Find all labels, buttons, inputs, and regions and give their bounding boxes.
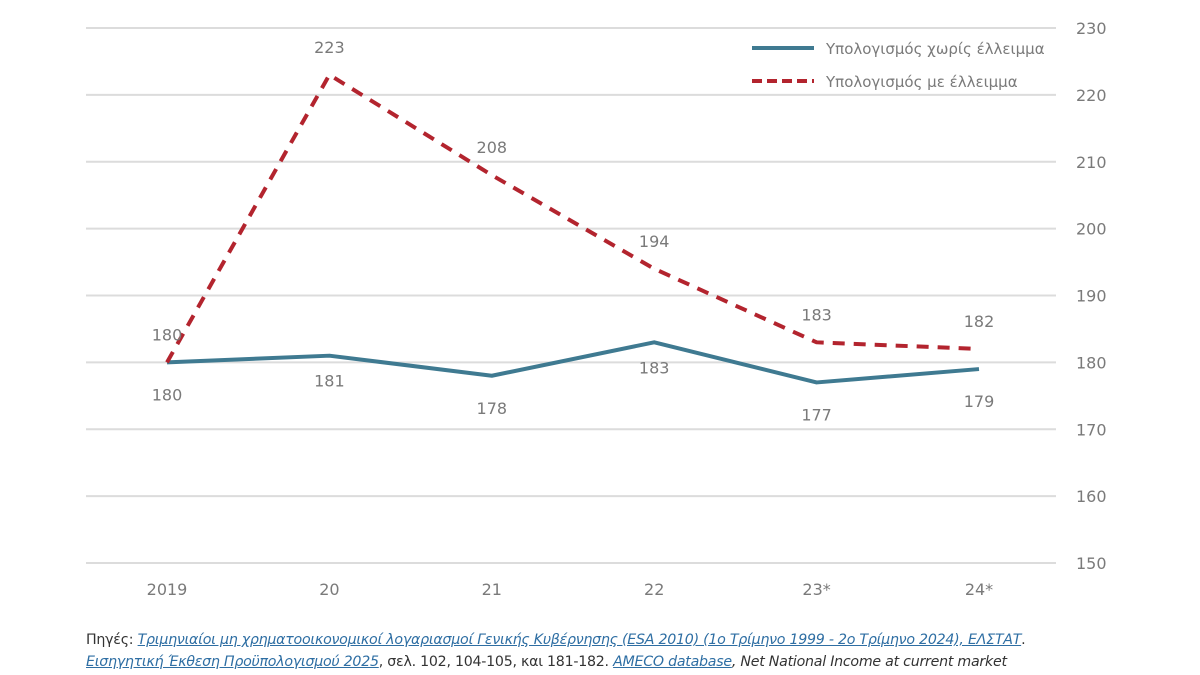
series-line-with-deficit	[165, 72, 980, 364]
data-label: 179	[964, 392, 995, 411]
y-tick-label: 210	[1076, 153, 1107, 172]
series-lines	[165, 72, 980, 385]
y-axis-ticks: 150 160 170 180 190 200 210 220 230	[1076, 19, 1107, 573]
data-label: 181	[314, 372, 345, 391]
x-tick-label: 20	[319, 580, 339, 599]
source-link-budget-report[interactable]: Εισηγητική Έκθεση Προϋπολογισμού 2025	[86, 654, 379, 670]
legend-label: Υπολογισμός με έλλειμμα	[825, 73, 1018, 91]
x-tick-label: 23*	[802, 580, 830, 599]
series-line-without-deficit	[166, 340, 980, 385]
data-label: 194	[639, 232, 670, 251]
line-chart: 150 160 170 180 190 200 210 220 230 2019 20 21 22 23…	[86, 19, 1107, 599]
data-label: 178	[477, 399, 508, 418]
data-label: 183	[801, 305, 832, 324]
y-tick-label: 160	[1076, 487, 1107, 506]
y-tick-label: 200	[1076, 220, 1107, 239]
y-tick-label: 170	[1076, 420, 1107, 439]
data-label: 180	[152, 385, 183, 404]
x-tick-label: 22	[644, 580, 664, 599]
data-labels: 180 181 178 183 177 179 180 223 208 194 183 182	[152, 38, 995, 425]
y-tick-label: 180	[1076, 353, 1107, 372]
x-tick-label: 2019	[147, 580, 188, 599]
sources-text-3: , Net National Income at current market	[731, 654, 1007, 670]
sources-prefix: Πηγές:	[86, 632, 138, 648]
data-label: 177	[801, 405, 832, 424]
sources-line-1: Πηγές: Τριμηνιαίοι μη χρηματοοικονομικοί…	[86, 629, 1126, 651]
data-label: 182	[964, 312, 995, 331]
legend: Υπολογισμός χωρίς έλλειμμα Υπολογισμός με…	[752, 40, 1045, 91]
y-tick-label: 230	[1076, 19, 1107, 38]
y-tick-label: 190	[1076, 287, 1107, 306]
data-label: 223	[314, 38, 345, 57]
x-tick-label: 24*	[965, 580, 993, 599]
sources-text-1: .	[1021, 632, 1026, 648]
sources-text-2: , σελ. 102, 104-105, και 181-182.	[378, 654, 614, 670]
x-tick-label: 21	[482, 580, 502, 599]
x-axis-ticks: 2019 20 21 22 23* 24*	[147, 580, 994, 599]
y-tick-label: 220	[1076, 86, 1107, 105]
sources-note: Πηγές: Τριμηνιαίοι μη χρηματοοικονομικοί…	[86, 629, 1126, 673]
data-label: 180	[152, 325, 183, 344]
data-label: 183	[639, 358, 670, 377]
y-tick-label: 150	[1076, 554, 1107, 573]
gridlines	[86, 27, 1056, 564]
source-link-elstat[interactable]: Τριμηνιαίοι μη χρηματοοικονομικοί λογαρι…	[137, 632, 1022, 648]
data-label: 208	[477, 138, 508, 157]
legend-label: Υπολογισμός χωρίς έλλειμμα	[825, 40, 1045, 58]
sources-line-2: Εισηγητική Έκθεση Προϋπολογισμού 2025, σ…	[86, 651, 1126, 673]
source-link-ameco[interactable]: AMECO database	[613, 654, 732, 670]
